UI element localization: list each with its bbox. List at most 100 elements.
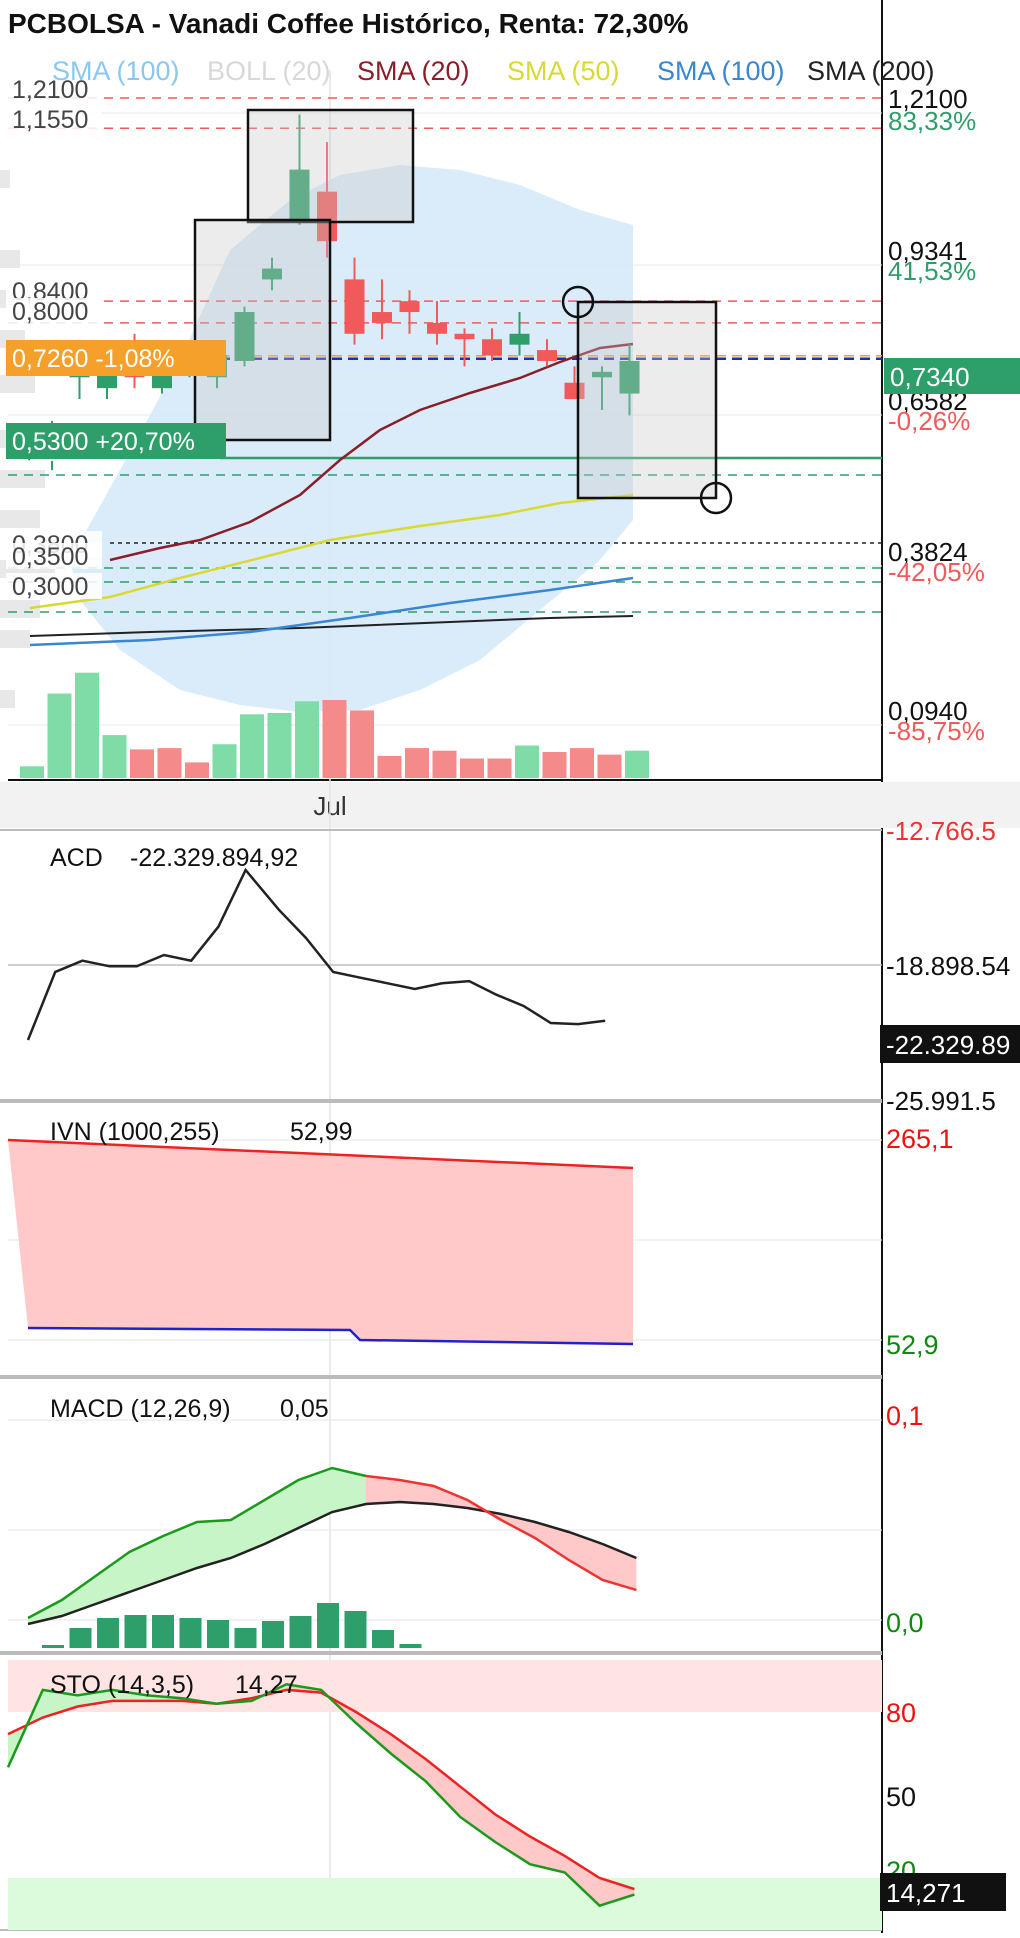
ivn-value-label: 52,99 bbox=[290, 1118, 353, 1146]
volume-bar bbox=[570, 748, 594, 778]
price-axis-value: 1,2100 bbox=[888, 84, 968, 114]
candle-body bbox=[482, 339, 502, 356]
level-label: 0,3500 bbox=[12, 543, 88, 571]
level-label-bg bbox=[6, 543, 102, 569]
volume-bar bbox=[130, 749, 154, 778]
price-axis-pct: -0,26% bbox=[888, 406, 970, 436]
volume-bar bbox=[75, 672, 99, 778]
current-price-label: 0,7340 bbox=[890, 362, 970, 392]
volume-bar bbox=[460, 758, 484, 778]
volume-bar bbox=[432, 750, 457, 778]
volume-bar bbox=[487, 758, 512, 778]
acd-current-badge bbox=[880, 1025, 1020, 1063]
sma20-line bbox=[109, 342, 634, 562]
sto-value-label: 14,27 bbox=[235, 1671, 298, 1699]
volume-bar bbox=[542, 752, 567, 778]
price-axis-pct: 83,33% bbox=[888, 106, 976, 136]
volume-profile-bar bbox=[0, 375, 35, 393]
volume-profile-bar bbox=[0, 630, 30, 648]
green-price-tag-text: 0,5300 +20,70% bbox=[12, 428, 195, 456]
annotation-box bbox=[576, 300, 718, 500]
annotation-circle bbox=[699, 481, 733, 515]
candle-body bbox=[399, 301, 420, 313]
level-label: 1,1550 bbox=[12, 106, 88, 134]
annotation-box bbox=[193, 218, 332, 442]
volume-bar bbox=[295, 701, 319, 778]
candle-body bbox=[619, 360, 640, 394]
price-axis-pct: -85,75% bbox=[888, 716, 985, 746]
macd-axis-top: 0,1 bbox=[886, 1401, 924, 1431]
sto-positive-fill bbox=[8, 1684, 287, 1768]
candle-body bbox=[317, 191, 337, 242]
volume-bar bbox=[212, 744, 237, 778]
volume-bar bbox=[267, 713, 292, 778]
legend-item: SMA (200) bbox=[807, 56, 935, 86]
acd-current-label: -22.329.89 bbox=[886, 1030, 1010, 1060]
volume-bar bbox=[240, 714, 264, 778]
level-label-bg bbox=[6, 106, 102, 132]
current-price-badge bbox=[884, 358, 1020, 394]
macd-histogram-bar bbox=[344, 1611, 367, 1648]
candle-body bbox=[592, 371, 612, 378]
chart-title: PCBOLSA - Vanadi Coffee Histórico, Renta… bbox=[8, 8, 689, 39]
candle-body bbox=[427, 322, 447, 334]
volume-profile-bar bbox=[0, 250, 20, 268]
ivn-title: IVN (1000,255) bbox=[50, 1118, 220, 1146]
macd-histogram-bar bbox=[179, 1618, 202, 1648]
acd-axis-top: -12.766.5 bbox=[886, 816, 996, 846]
annotation-circle bbox=[561, 285, 595, 319]
candle-body bbox=[344, 279, 365, 334]
macd-axis-bottom: 0,0 bbox=[886, 1608, 924, 1638]
macd-histogram-bar bbox=[152, 1615, 174, 1648]
candle-body bbox=[234, 312, 255, 361]
candle-body bbox=[509, 333, 530, 345]
sto-current-label: 14,271 bbox=[886, 1878, 966, 1908]
orange-price-tag-text: 0,7260 -1,08% bbox=[12, 345, 175, 373]
ivn-axis-bottom: 52,9 bbox=[886, 1330, 939, 1360]
macd-histogram-bar bbox=[289, 1616, 312, 1648]
level-label-bg bbox=[6, 76, 102, 102]
candle-body bbox=[289, 169, 310, 220]
sma200-line bbox=[29, 615, 634, 637]
orange-price-tag bbox=[6, 340, 226, 376]
macd-histogram-bar bbox=[207, 1620, 229, 1648]
legend-item: BOLL (20) bbox=[207, 56, 331, 86]
macd-histogram-bar bbox=[69, 1628, 92, 1648]
acd-axis-bottom: -25.991.5 bbox=[886, 1086, 996, 1116]
ivn-upper-line bbox=[7, 1138, 634, 1170]
macd-positive-fill bbox=[28, 1468, 366, 1624]
level-label: 0,8000 bbox=[12, 298, 88, 326]
volume-profile-bar bbox=[0, 170, 10, 188]
level-label-bg bbox=[6, 298, 102, 324]
volume-bar bbox=[47, 693, 72, 778]
acd-line bbox=[26, 867, 606, 1041]
legend-item: SMA (50) bbox=[507, 56, 620, 86]
price-axis-value: 0,0940 bbox=[888, 696, 968, 726]
macd-signal-line bbox=[27, 1500, 637, 1626]
sto-d-line bbox=[7, 1688, 635, 1891]
macd-histogram-bar bbox=[234, 1628, 257, 1648]
annotation-box bbox=[246, 108, 415, 224]
green-price-tag bbox=[6, 423, 226, 459]
candle-body bbox=[454, 333, 475, 340]
volume-bar bbox=[405, 748, 429, 778]
macd-negative-fill bbox=[366, 1476, 637, 1590]
sto-current-badge bbox=[880, 1873, 1006, 1911]
macd-histogram-bar bbox=[262, 1621, 284, 1648]
sto-negative-fill bbox=[286, 1684, 635, 1906]
volume-bar bbox=[185, 762, 209, 778]
macd-histogram-bar bbox=[97, 1618, 119, 1648]
price-axis-value: 0,9341 bbox=[888, 236, 968, 266]
macd-title: MACD (12,26,9) bbox=[50, 1395, 231, 1423]
macd-histogram-bar bbox=[42, 1645, 64, 1648]
acd-value-label: -22.329.894,92 bbox=[130, 844, 298, 872]
x-axis-band bbox=[0, 782, 1020, 828]
volume-bar bbox=[322, 700, 347, 778]
macd-line-down bbox=[365, 1474, 637, 1592]
macd-histogram-bar bbox=[372, 1630, 394, 1648]
price-axis-value: 0,3824 bbox=[888, 537, 968, 567]
acd-title: ACD bbox=[50, 844, 103, 872]
macd-line bbox=[27, 1466, 367, 1620]
